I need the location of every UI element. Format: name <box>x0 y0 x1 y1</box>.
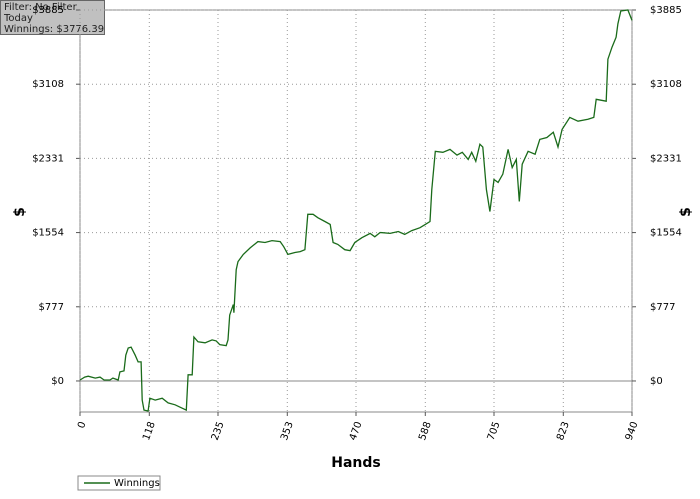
x-tick-label: 705 <box>486 420 503 442</box>
info-period: Today <box>3 13 33 24</box>
x-tick-label: 823 <box>555 420 572 442</box>
y2-tick-label: $1554 <box>650 228 682 239</box>
y-tick-label: $1554 <box>32 228 64 239</box>
x-tick-label: 118 <box>141 420 158 442</box>
x-tick-label: 588 <box>417 420 434 442</box>
x-tick-label: 353 <box>279 420 296 442</box>
x-axis-title: Hands <box>331 455 381 471</box>
x-tick-label: 940 <box>624 420 641 442</box>
legend-label: Winnings <box>114 478 160 489</box>
series-line <box>79 9 633 412</box>
y-tick-label: $3108 <box>32 79 64 90</box>
y2-tick-label: $2331 <box>650 153 682 164</box>
y-tick-label: $3885 <box>32 5 64 16</box>
y-tick-label: $777 <box>39 302 64 313</box>
y-tick-label: $0 <box>51 376 64 387</box>
y2-tick-label: $0 <box>650 376 663 387</box>
y2-tick-label: $3885 <box>650 5 682 16</box>
info-winnings: Winnings: $3776.39 <box>4 24 104 35</box>
x-tick-label: 470 <box>348 420 365 442</box>
y2-tick-label: $777 <box>650 302 675 313</box>
x-tick-label: 0 <box>76 420 89 430</box>
y2-axis-title: $ <box>678 207 694 217</box>
y-axis-title: $ <box>12 207 28 217</box>
y-tick-label: $2331 <box>32 153 64 164</box>
x-tick-label: 235 <box>210 420 227 442</box>
info-box <box>0 0 105 35</box>
legend <box>77 475 161 491</box>
info-filter: Filter: No Filter <box>4 2 78 13</box>
y2-tick-label: $3108 <box>650 79 682 90</box>
